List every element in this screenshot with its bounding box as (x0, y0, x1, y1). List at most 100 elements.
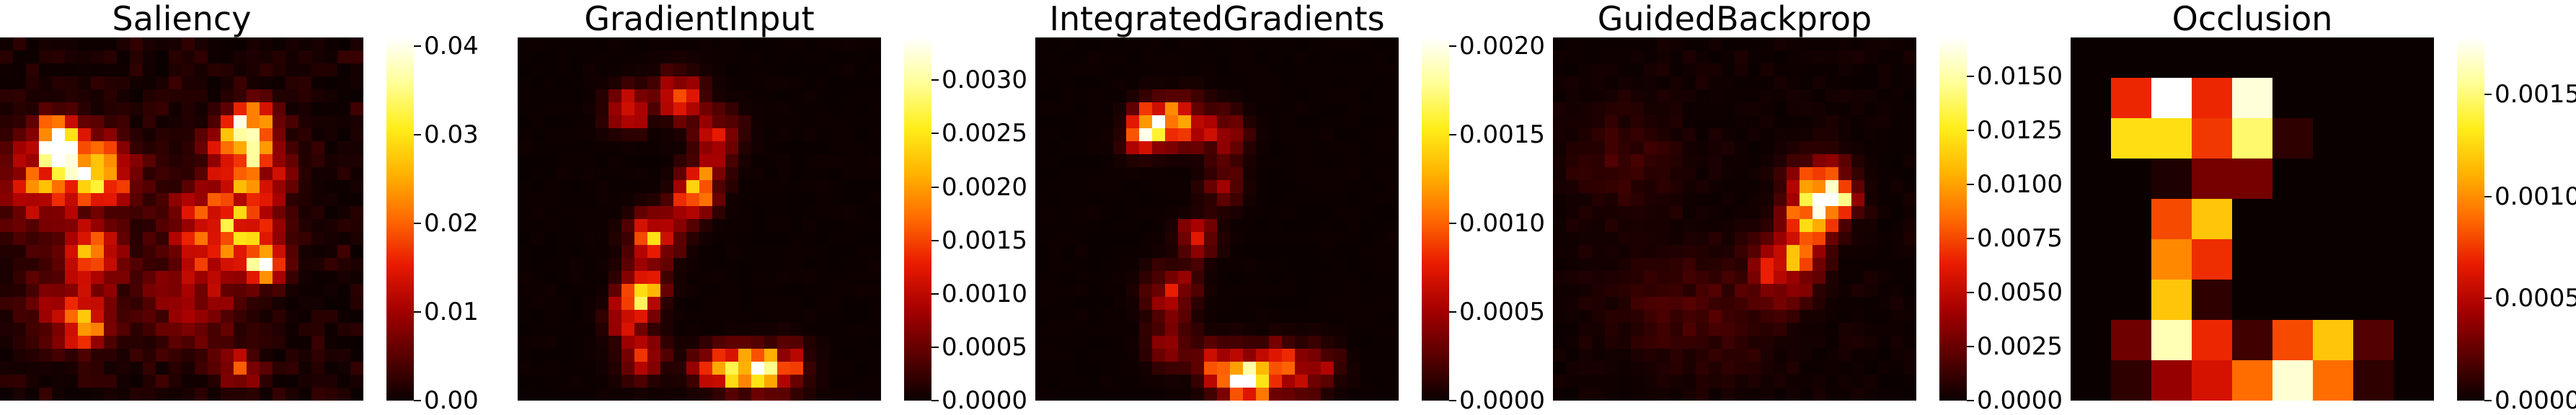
heatmap-cell (0, 232, 14, 246)
heatmap-cell (531, 154, 544, 168)
heatmap-cell (1903, 167, 1916, 181)
heatmap-cell (2232, 78, 2273, 119)
heatmap-cell (337, 362, 351, 375)
heatmap-cell (260, 349, 273, 362)
heatmap-cell (39, 297, 53, 311)
heatmap-cell (0, 206, 14, 220)
heatmap-cell (570, 89, 583, 103)
heatmap-cell (1890, 37, 1904, 51)
heatmap-cell (1100, 167, 1114, 181)
heatmap-cell (2232, 118, 2273, 159)
heatmap-cell (1269, 323, 1283, 336)
heatmap-cell (1295, 37, 1309, 51)
heatmap-cell (247, 154, 260, 168)
heatmap-cell (751, 180, 765, 194)
heatmap-cell (1386, 258, 1399, 272)
heatmap-cell (608, 89, 622, 103)
heatmap-cell (570, 63, 583, 77)
heatmap-cell (660, 271, 674, 285)
heatmap-cell (26, 193, 40, 207)
heatmap-cell (1321, 323, 1335, 336)
heatmap-cell (790, 193, 804, 207)
heatmap-cell (1347, 37, 1360, 51)
heatmap-cell (1579, 50, 1593, 64)
heatmap-cell (1696, 50, 1709, 64)
heatmap-cell (1308, 37, 1322, 51)
heatmap-cell (1566, 89, 1580, 103)
heatmap-cell (621, 89, 635, 103)
heatmap-cell (1048, 232, 1062, 246)
heatmap-cell (1657, 362, 1670, 375)
heatmap-cell (1838, 63, 1852, 77)
heatmap-cell (1761, 284, 1774, 298)
heatmap-cell (1683, 310, 1696, 323)
heatmap-cell (221, 323, 234, 336)
heatmap-cell (1191, 50, 1205, 64)
heatmap-cell (1838, 375, 1852, 388)
heatmap-cell (1877, 193, 1891, 207)
heatmap-cell (1605, 115, 1619, 129)
heatmap-cell (208, 167, 221, 181)
heatmap-cell (1243, 284, 1257, 298)
heatmap-cell (1139, 128, 1153, 142)
heatmap-cell (104, 323, 118, 336)
heatmap-cell (169, 141, 182, 155)
heatmap-cell (764, 284, 778, 298)
heatmap-cell (725, 232, 739, 246)
heatmap-cell (221, 310, 234, 323)
heatmap-cell (725, 63, 739, 77)
heatmap-cell (1579, 219, 1593, 233)
colorbar-tick-label: 0.0000 (2495, 386, 2576, 415)
heatmap-cell (130, 310, 143, 323)
colorbar-tick-label: 0.01 (424, 298, 479, 327)
heatmap-cell (1347, 63, 1360, 77)
heatmap-cell (1722, 245, 1735, 259)
heatmap-cell (104, 349, 118, 362)
heatmap-cell (2272, 37, 2314, 79)
heatmap-cell (324, 271, 338, 285)
heatmap-cell (712, 102, 726, 116)
heatmap-cell (596, 154, 609, 168)
heatmap-cell (1243, 336, 1257, 349)
heatmap-cell (1566, 180, 1580, 194)
heatmap-cell (104, 76, 118, 90)
heatmap-cell (1243, 102, 1257, 116)
heatmap-cell (13, 50, 27, 64)
heatmap-cell (1178, 323, 1192, 336)
heatmap-cell (26, 180, 40, 194)
heatmap-cell (738, 63, 752, 77)
heatmap-cell (1618, 193, 1632, 207)
heatmap-cell (1386, 271, 1399, 285)
heatmap-cell (1890, 219, 1904, 233)
heatmap-cell (91, 89, 105, 103)
heatmap-cell (544, 349, 557, 362)
heatmap-cell (1774, 375, 1787, 388)
heatmap-cell (350, 102, 363, 116)
heatmap-cell (829, 219, 843, 233)
heatmap-cell (1126, 141, 1140, 155)
heatmap-cell (557, 310, 570, 323)
heatmap-cell (1683, 284, 1696, 298)
heatmap-cell (52, 37, 66, 51)
heatmap-cell (1735, 323, 1748, 336)
heatmap-cell (1774, 388, 1787, 401)
heatmap-cell (1386, 193, 1399, 207)
heatmap-cell (570, 180, 583, 194)
heatmap-cell (1761, 102, 1774, 116)
heatmap-cell (169, 37, 182, 51)
heatmap-cell (273, 193, 286, 207)
heatmap-cell (764, 63, 778, 77)
heatmap-cell (1890, 128, 1904, 142)
colorbar-tick (1967, 76, 1974, 77)
heatmap-cell (842, 50, 856, 64)
heatmap-cell (311, 154, 325, 168)
heatmap-cell (570, 258, 583, 272)
heatmap-cell (751, 76, 765, 90)
heatmap-cell (1774, 349, 1787, 362)
heatmap-cell (1735, 388, 1748, 401)
heatmap-cell (156, 245, 169, 259)
heatmap-cell (182, 271, 195, 285)
heatmap-cell (660, 102, 674, 116)
heatmap-cell (868, 206, 881, 220)
heatmap-cell (1373, 63, 1386, 77)
